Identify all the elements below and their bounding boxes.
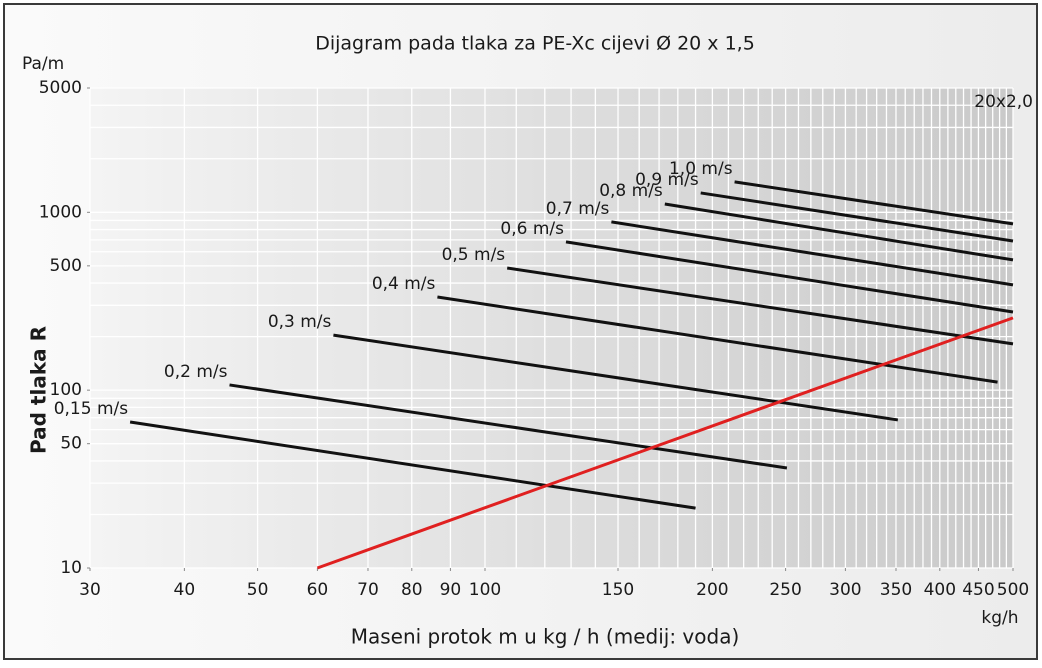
x-tick-label: 90 <box>440 580 462 600</box>
series-line <box>333 333 899 422</box>
series-line <box>664 202 1014 262</box>
y-tick-label: 100 <box>50 380 82 400</box>
y-tick-label: 500 <box>50 256 82 276</box>
series-line <box>700 191 1014 243</box>
x-tick-label: 300 <box>829 580 861 600</box>
x-tick-label: 70 <box>357 580 379 600</box>
series-label: 0,9 m/s <box>635 170 699 190</box>
series-label: 0,6 m/s <box>500 219 564 239</box>
series-line <box>506 266 1014 346</box>
y-tick-label: 50 <box>60 434 82 454</box>
y-tick-label: 1000 <box>39 202 82 222</box>
chart-title: Dijagram pada tlaka za PE-Xc cijevi Ø 20… <box>315 33 755 55</box>
x-unit: kg/h <box>981 608 1018 628</box>
x-tick-label: 50 <box>247 580 269 600</box>
x-tick-label: 200 <box>696 580 728 600</box>
x-tick-label: 450 <box>962 580 994 600</box>
series-label: 0,15 m/s <box>54 399 129 419</box>
x-axis-label: Maseni protok m u kg / h (medij: voda) <box>351 625 740 649</box>
series-line <box>734 180 1014 226</box>
series-line <box>129 420 696 510</box>
x-tick-label: 350 <box>880 580 912 600</box>
x-tick-label: 400 <box>924 580 956 600</box>
series-line <box>229 383 788 470</box>
series-label: 0,3 m/s <box>268 312 332 332</box>
x-tick-label: 250 <box>769 580 801 600</box>
y-tick-label: 5000 <box>39 78 82 98</box>
series-label: 0,5 m/s <box>442 245 506 265</box>
series-label: 0,8 m/s <box>599 181 663 201</box>
y-tick-label: 10 <box>60 558 82 578</box>
series-label: 0,7 m/s <box>546 199 610 219</box>
series-line <box>316 316 1014 570</box>
series-label: 1,0 m/s <box>669 159 733 179</box>
x-tick-label: 40 <box>174 580 196 600</box>
y-unit: Pa/m <box>22 54 64 74</box>
series-label: 0,2 m/s <box>164 362 228 382</box>
x-tick-label: 100 <box>469 580 501 600</box>
x-tick-label: 80 <box>401 580 423 600</box>
x-tick-label: 150 <box>602 580 634 600</box>
series-line <box>565 240 1014 314</box>
plot-background <box>90 88 1013 568</box>
series-line <box>611 220 1014 287</box>
x-tick-label: 500 <box>997 580 1029 600</box>
plot-area <box>89 87 1014 569</box>
series-label: 0,4 m/s <box>372 274 436 294</box>
x-tick-label: 30 <box>79 580 101 600</box>
y-axis-label: Pad tlaka R <box>27 326 51 454</box>
annotation: 20x2,0 <box>974 92 1033 112</box>
x-tick-label: 60 <box>307 580 329 600</box>
series-line <box>437 295 998 384</box>
